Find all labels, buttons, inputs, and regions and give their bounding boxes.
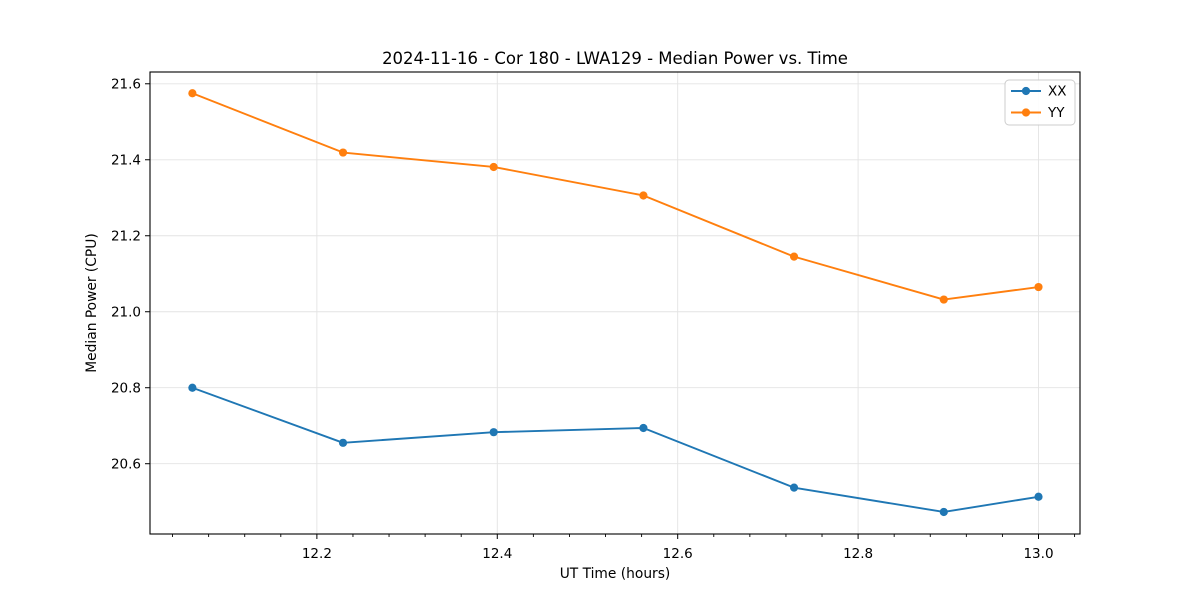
series-line-xx bbox=[191, 386, 1040, 513]
x-axis-label: UT Time (hours) bbox=[560, 566, 671, 582]
data-point-yy bbox=[489, 162, 498, 172]
chart-title: 2024-11-16 - Cor 180 - LWA129 - Median P… bbox=[382, 49, 848, 68]
data-point-yy bbox=[939, 295, 948, 304]
legend-label-xx: XX bbox=[1048, 84, 1067, 100]
data-point-yy bbox=[1034, 282, 1043, 292]
axis-tick-labels: 12.2 12.4 12.6 12.8 13.0 20.6 20.8 21.0 21.2 21.4… bbox=[111, 77, 1054, 562]
y-tick-label: 21.2 bbox=[111, 229, 141, 245]
data-point-yy bbox=[789, 252, 799, 261]
x-tick-label: 12.2 bbox=[302, 546, 332, 562]
grid-lines bbox=[150, 72, 1080, 534]
y-tick-label: 21.6 bbox=[111, 77, 141, 93]
y-tick-label: 20.8 bbox=[111, 381, 141, 397]
data-series bbox=[188, 89, 1043, 517]
legend-label-yy: YY bbox=[1047, 105, 1065, 121]
x-tick-label: 12.6 bbox=[663, 546, 693, 562]
data-point-yy bbox=[338, 148, 348, 157]
data-point-yy bbox=[188, 89, 197, 98]
legend: XX YY bbox=[1004, 79, 1076, 126]
axis-ticks bbox=[145, 83, 1076, 539]
data-point-xx bbox=[338, 438, 348, 447]
y-axis-label: Median Power (CPU) bbox=[84, 233, 100, 373]
legend-marker-xx bbox=[1021, 86, 1031, 96]
data-point-yy bbox=[639, 191, 648, 200]
x-tick-label: 12.8 bbox=[843, 546, 873, 562]
data-point-xx bbox=[188, 383, 197, 392]
series-line-yy bbox=[191, 92, 1040, 301]
data-point-xx bbox=[1034, 492, 1043, 501]
x-tick-label: 12.4 bbox=[482, 546, 512, 562]
data-point-xx bbox=[789, 483, 799, 492]
y-tick-label: 21.4 bbox=[111, 153, 141, 169]
x-tick-label: 13.0 bbox=[1023, 546, 1053, 562]
data-point-xx bbox=[639, 423, 648, 433]
plot-border bbox=[149, 71, 1081, 535]
y-tick-label: 20.6 bbox=[111, 457, 141, 473]
legend-marker-yy bbox=[1021, 108, 1031, 117]
y-tick-label: 21.0 bbox=[111, 305, 141, 321]
data-point-xx bbox=[939, 507, 948, 517]
data-point-xx bbox=[489, 428, 498, 437]
